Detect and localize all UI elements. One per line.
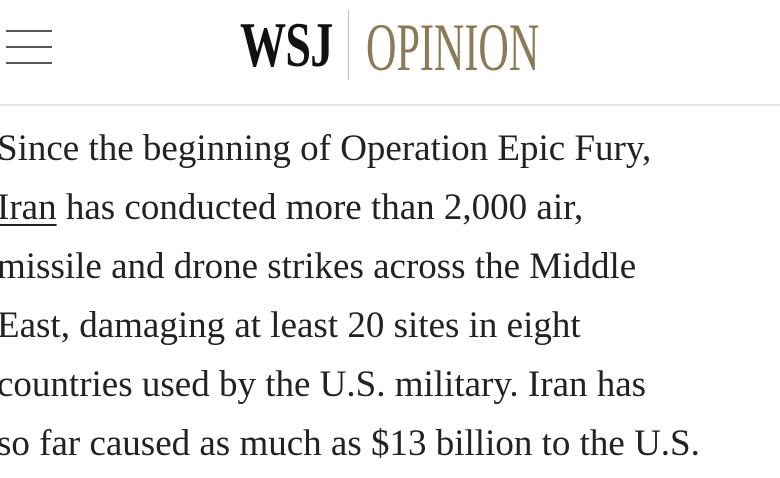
text-line: East, damaging at least 20 sites in eigh… <box>0 301 780 360</box>
text-line: missile and drone strikes across the Mid… <box>0 242 780 301</box>
header-rule <box>0 104 780 106</box>
text: so far caused as much as $13 billion to … <box>0 423 700 464</box>
text: countries used by the U.S. military. Ira… <box>0 364 647 405</box>
text-line: Iran has conducted more than 2,000 air, <box>0 183 780 242</box>
menu-bar <box>6 30 52 32</box>
menu-bar <box>6 62 52 64</box>
text-line: countries used by the U.S. military. Ira… <box>0 360 780 419</box>
brand-logo[interactable]: WSJ <box>240 9 333 80</box>
text: missile and drone strikes across the Mid… <box>0 246 637 287</box>
menu-button[interactable] <box>6 26 54 68</box>
divider <box>348 10 349 80</box>
text: Since the beginning of Operation Epic Fu… <box>0 128 652 169</box>
inline-link[interactable]: Iran <box>0 187 57 228</box>
section-label[interactable]: OPINION <box>366 9 540 85</box>
text-line: so far caused as much as $13 billion to … <box>0 419 780 478</box>
text: has conducted more than 2,000 air, <box>56 187 584 228</box>
menu-bar <box>6 46 52 48</box>
text-line: Since the beginning of Operation Epic Fu… <box>0 124 780 183</box>
article-body: Since the beginning of Operation Epic Fu… <box>0 124 780 478</box>
text: East, damaging at least 20 sites in eigh… <box>0 305 581 346</box>
